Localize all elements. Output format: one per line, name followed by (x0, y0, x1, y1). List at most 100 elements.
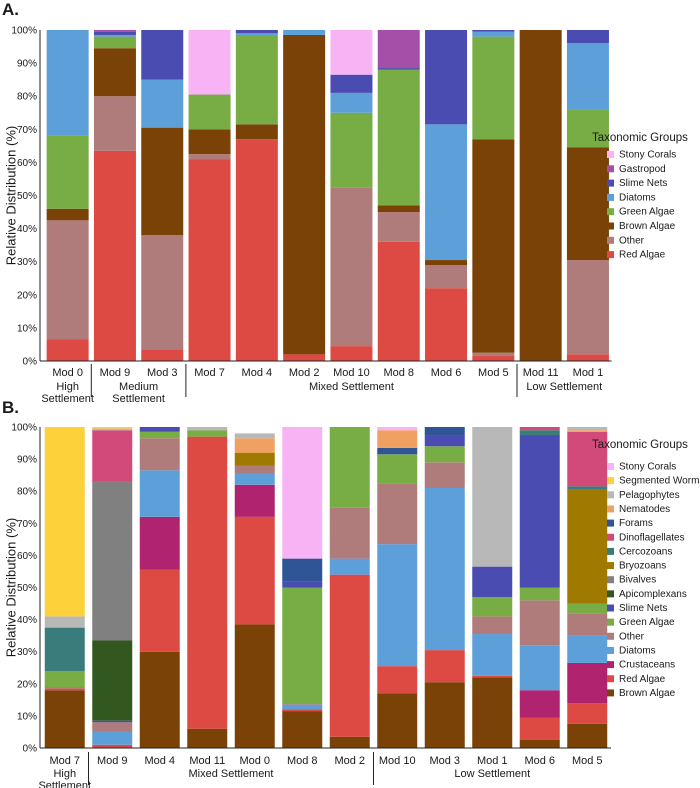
bar-segment-diatoms (329, 558, 370, 575)
y-tick-label: 30% (17, 647, 37, 658)
bar-segment-slime-nets (472, 566, 513, 598)
bar-segment-slime-nets (519, 435, 560, 588)
bar-segment-diatoms (234, 473, 275, 485)
bar-segment-slime-nets (141, 30, 184, 80)
bar-segment-green-algae (519, 587, 560, 601)
legend-swatch-brown-algae (607, 689, 614, 697)
x-tick-label: Mod 11 (189, 755, 225, 767)
bar-segment-other (188, 154, 231, 160)
bar-segment-brown-algae (44, 690, 85, 748)
bar-segment-slime-nets (424, 435, 465, 447)
x-tick-label: Mod 1 (573, 367, 604, 379)
panel-b: B. Relative Distribution (%) 0% 10% 20% 30% 40… (2, 398, 700, 788)
bar-segment-brown-algae (188, 129, 231, 155)
bar-segment-other (92, 722, 133, 732)
x-tick-label: Mod 2 (289, 367, 320, 379)
bar-segment-pelagophytes (234, 433, 275, 439)
bar-segment-brown-algae (377, 205, 420, 213)
legend-swatch-green-algae (607, 618, 614, 626)
x-tick-label: Mod 5 (478, 367, 509, 379)
legend-label-diatoms: Diatoms (619, 645, 656, 656)
bar-segment-green-algae (139, 431, 180, 439)
bar-segment-brown-algae (329, 736, 370, 748)
x-tick-label: Mod 5 (572, 755, 603, 767)
legend-label-green-algae: Green Algae (619, 207, 675, 218)
legend-label-diatoms: Diatoms (619, 192, 656, 203)
bar-segment-other (234, 465, 275, 474)
group-label: High (53, 768, 76, 780)
bar-segment-red-algae (566, 354, 609, 361)
legend-label-slime-nets: Slime Nets (619, 178, 667, 189)
bar-segment-brown-algae (93, 48, 136, 97)
legend-label-red-algae: Red Algae (619, 250, 666, 261)
y-tick-label: 80% (17, 487, 37, 498)
bar-segment-dinoflagellates (567, 431, 608, 487)
legend-label-other: Other (619, 631, 645, 642)
panel-a: A. Relative Distribution (%) 0% 10% 20% 30% 40… (2, 0, 688, 405)
bar-segment-brown-algae (424, 682, 465, 748)
y-tick-label: 100% (11, 423, 37, 434)
bar-segment-green-algae (424, 446, 465, 463)
bar-segment-green-algae (567, 603, 608, 614)
bar-segment-green-algae (44, 670, 85, 688)
panel-label: A. (2, 0, 19, 19)
bar-segment-red-algae (139, 569, 180, 652)
bar-segment-other (93, 96, 136, 151)
legend-swatch-gastropod (607, 165, 614, 173)
bar-segment-brown-algae (425, 260, 468, 266)
bar-segment-nematodes (567, 430, 608, 432)
bar-segment-segmented-worms (44, 427, 85, 617)
legend-swatch-bryozoans (607, 562, 614, 570)
x-tick-label: Mod 11 (523, 367, 559, 379)
legend-swatch-green-algae (607, 208, 614, 216)
bar-segment-diatoms (282, 704, 323, 710)
legend-label-other: Other (619, 235, 645, 246)
bar-segment-red-algae (92, 744, 133, 748)
bar-segment-diatoms (46, 30, 89, 136)
bar-segment-red-algae (283, 354, 326, 361)
bar-segment-diatoms (472, 31, 515, 37)
legend-label-dinoflagellates: Dinoflagellates (619, 532, 685, 543)
y-axis-label: Relative Distribution (%) (3, 518, 18, 657)
bar-segment-other (44, 687, 85, 689)
bar-segment-other (377, 212, 420, 242)
group-label: High (56, 381, 79, 393)
bar-segment-red-algae (567, 703, 608, 724)
legend-swatch-stony-corals (607, 463, 614, 470)
x-tick-label: Mod 8 (287, 755, 318, 767)
legend-swatch-red-algae (607, 251, 614, 259)
legend-label-forams: Forams (619, 518, 653, 529)
legend-label-stony-corals: Stony Corals (619, 462, 676, 473)
bar-segment-brown-algae (283, 34, 326, 355)
x-tick-label: Mod 8 (383, 367, 414, 379)
y-tick-label: 70% (17, 519, 37, 530)
bar-segment-diatoms (567, 635, 608, 663)
bar-segment-other (377, 483, 418, 545)
y-tick-label: 10% (17, 323, 37, 334)
bar-segment-green-algae (330, 112, 373, 188)
bar-segment-brown-algae (472, 677, 513, 748)
legend-swatch-other (607, 236, 614, 244)
bar-segment-red-algae (93, 150, 136, 361)
bar-segment-nematodes (377, 430, 418, 448)
group-label: Mixed Settlement (309, 381, 394, 393)
legend-label-crustaceans: Crustaceans (619, 660, 675, 671)
legend-swatch-nematodes (607, 505, 614, 513)
bar-segment-green-algae (93, 36, 136, 49)
bar-segment-bryozoans (567, 489, 608, 604)
bar-segment-green-algae (472, 597, 513, 617)
bar-segment-brown-algae (282, 711, 323, 748)
bar-segment-slime-nets (472, 30, 515, 32)
legend-title: Taxonomic Groups (592, 132, 688, 144)
bar-segment-nematodes (234, 438, 275, 453)
bar-segment-brown-algae (472, 139, 515, 353)
bar-segment-pelagophytes (92, 428, 133, 431)
legend-swatch-red-algae (607, 675, 614, 683)
legend-swatch-diatoms (607, 646, 614, 654)
legend-swatch-crustaceans (607, 661, 614, 669)
bar-segment-brown-algae (566, 147, 609, 261)
y-tick-label: 20% (17, 679, 37, 690)
bar-segment-slime-nets (377, 68, 420, 70)
legend-label-segmented-worms: Segmented Worms (619, 476, 700, 487)
bar-segment-crustaceans (519, 690, 560, 718)
